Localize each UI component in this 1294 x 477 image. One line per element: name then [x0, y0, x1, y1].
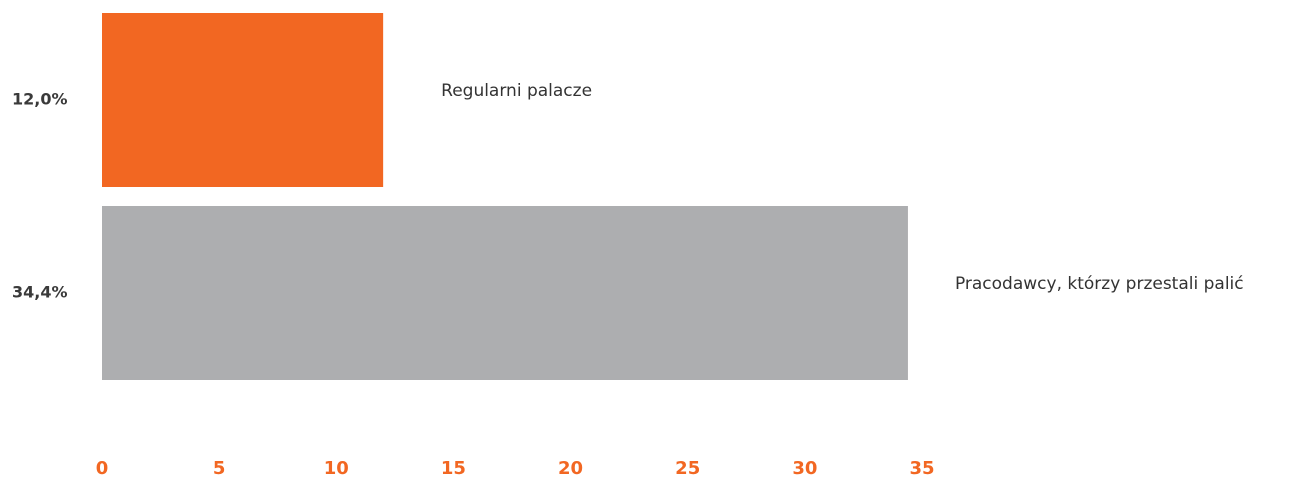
value-label-1: 12,0%	[12, 90, 68, 109]
x-tick-30: 30	[792, 458, 817, 477]
value-label-2: 34,4%	[12, 283, 68, 302]
x-tick-20: 20	[558, 458, 583, 477]
category-label-2: Pracodawcy, którzy przestali palić	[955, 274, 1244, 294]
x-tick-25: 25	[675, 458, 700, 477]
x-tick-15: 15	[441, 458, 466, 477]
x-tick-35: 35	[909, 458, 934, 477]
bar-2	[102, 206, 908, 380]
category-label-1: Regularni palacze	[441, 81, 592, 101]
x-tick-5: 5	[213, 458, 226, 477]
x-tick-10: 10	[324, 458, 349, 477]
x-tick-0: 0	[96, 458, 109, 477]
bar-1	[102, 13, 384, 187]
